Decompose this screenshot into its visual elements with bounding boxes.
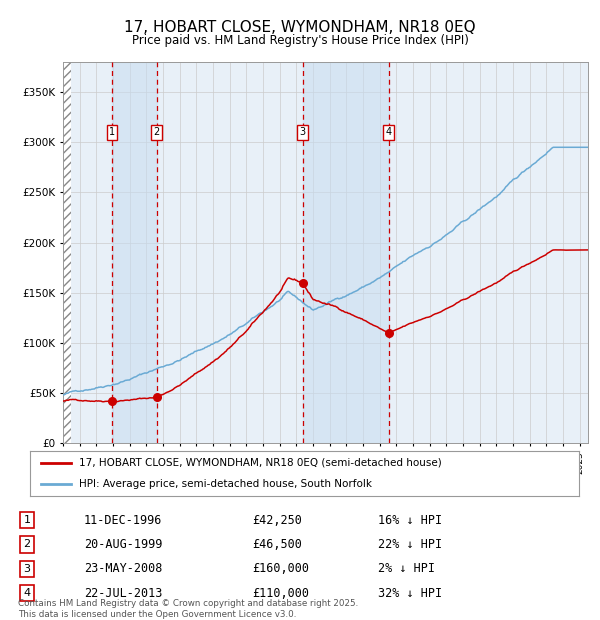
Text: 11-DEC-1996: 11-DEC-1996 [84,514,163,527]
Bar [112,62,157,443]
Text: 22% ↓ HPI: 22% ↓ HPI [378,538,442,551]
Text: 3: 3 [300,127,306,137]
Text: £160,000: £160,000 [252,562,309,575]
Text: 32% ↓ HPI: 32% ↓ HPI [378,587,442,600]
Text: 3: 3 [23,564,31,574]
Text: 22-JUL-2013: 22-JUL-2013 [84,587,163,600]
Bar [63,62,71,443]
Text: 1: 1 [23,515,31,525]
Text: £110,000: £110,000 [252,587,309,600]
Text: 2% ↓ HPI: 2% ↓ HPI [378,562,435,575]
Text: 17, HOBART CLOSE, WYMONDHAM, NR18 0EQ: 17, HOBART CLOSE, WYMONDHAM, NR18 0EQ [124,20,476,35]
Text: £46,500: £46,500 [252,538,302,551]
Text: 17, HOBART CLOSE, WYMONDHAM, NR18 0EQ (semi-detached house): 17, HOBART CLOSE, WYMONDHAM, NR18 0EQ (s… [79,458,442,468]
Text: 20-AUG-1999: 20-AUG-1999 [84,538,163,551]
Text: 16% ↓ HPI: 16% ↓ HPI [378,514,442,527]
Text: HPI: Average price, semi-detached house, South Norfolk: HPI: Average price, semi-detached house,… [79,479,373,489]
Text: 2: 2 [154,127,160,137]
Bar [303,62,389,443]
Text: 1: 1 [109,127,115,137]
Text: 4: 4 [386,127,392,137]
Text: £42,250: £42,250 [252,514,302,527]
Text: 2: 2 [23,539,31,549]
Text: Price paid vs. HM Land Registry's House Price Index (HPI): Price paid vs. HM Land Registry's House … [131,34,469,47]
Text: Contains HM Land Registry data © Crown copyright and database right 2025.
This d: Contains HM Land Registry data © Crown c… [18,600,358,619]
Text: 4: 4 [23,588,31,598]
Text: 23-MAY-2008: 23-MAY-2008 [84,562,163,575]
